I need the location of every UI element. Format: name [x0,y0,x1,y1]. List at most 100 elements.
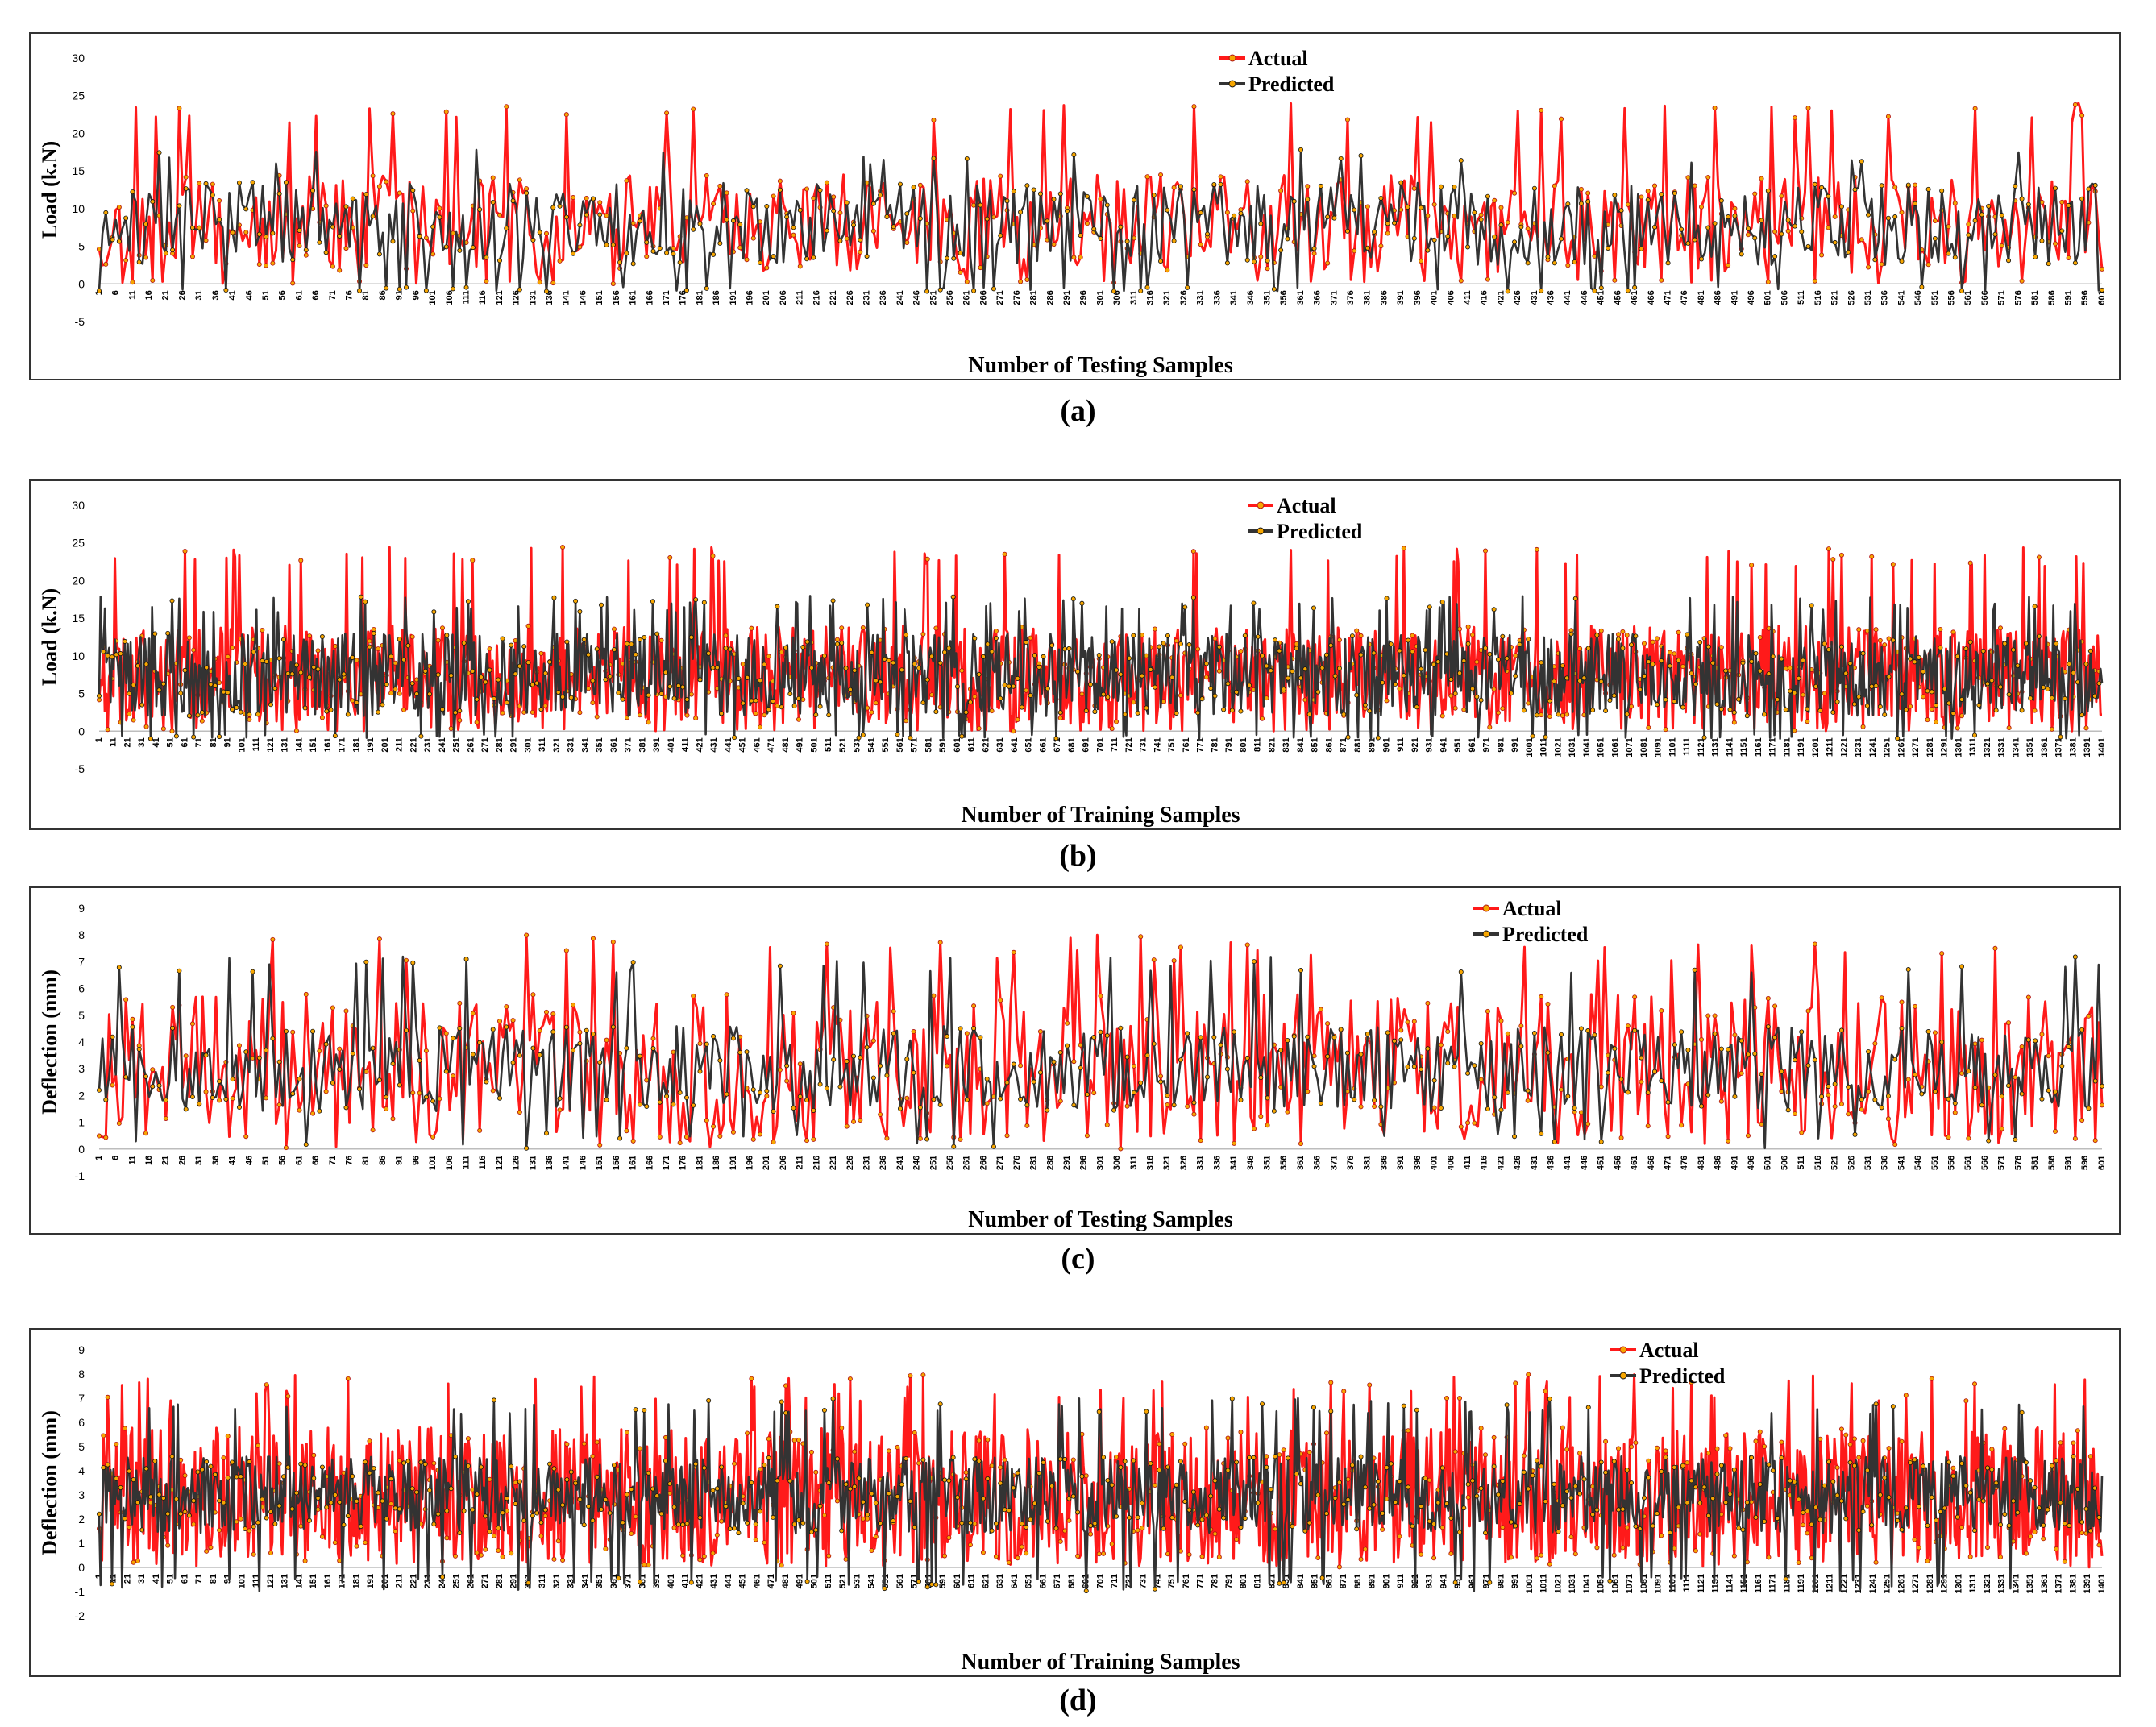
data-point-predicted [195,712,201,718]
data-point-actual [732,1461,737,1467]
data-point-actual [390,1116,396,1122]
data-point-actual [517,177,522,183]
data-point-predicted [212,683,218,688]
data-point-predicted [1846,1084,1851,1090]
data-point-actual [2053,241,2058,247]
x-tick-label: 1331 [1997,1574,2007,1593]
data-point-predicted [1606,1070,1611,1076]
x-tick-label: 281 [495,1574,505,1588]
data-point-predicted [1354,692,1360,698]
data-point-predicted [1391,1038,1397,1044]
data-point-actual [1419,259,1424,264]
data-point-predicted [1088,682,1094,687]
data-point-predicted [1406,637,1411,643]
data-point-predicted [758,678,763,683]
data-point-predicted [1358,153,1364,159]
data-point-actual [189,1021,195,1027]
data-point-actual [847,1376,853,1382]
x-tick-label: 1211 [1826,737,1835,757]
data-point-actual [1401,546,1406,551]
data-point-actual [1892,185,1898,190]
data-point-predicted [1765,188,1771,193]
data-point-actual [370,1127,376,1133]
data-point-predicted [186,1513,192,1518]
x-tick-label: 231 [423,737,433,752]
data-point-actual [1859,1106,1864,1112]
data-point-predicted [775,604,780,609]
data-point-actual [487,646,492,652]
data-point-predicted [1611,1459,1617,1464]
data-point-predicted [1952,255,1958,260]
data-point-actual [590,936,596,941]
data-point-predicted [590,1032,596,1037]
data-point-predicted [607,1510,613,1516]
data-point-predicted [1406,1484,1411,1490]
data-point-predicted [2015,1509,2021,1515]
data-point-predicted [221,1500,226,1505]
data-point-actual [423,235,429,241]
data-point-actual [384,1106,389,1111]
data-point-actual [1071,255,1077,260]
data-point-predicted [797,1094,803,1099]
data-point-predicted [251,1524,256,1530]
x-tick-label: 16 [144,290,154,300]
data-point-predicted [753,1522,758,1527]
data-point-predicted [199,1467,205,1472]
x-tick-label: 281 [1029,290,1039,305]
data-point-predicted [629,641,634,647]
x-tick-label: 61 [294,1156,304,1165]
data-point-predicted [873,1500,879,1505]
data-point-actual [1731,1553,1737,1559]
data-point-predicted [1908,656,1913,662]
data-point-predicted [1659,658,1664,664]
data-point-actual [431,1460,437,1466]
data-point-actual [437,1096,442,1102]
data-point-actual [490,175,496,181]
data-point-predicted [1572,596,1578,601]
data-point-predicted [1325,214,1331,220]
data-point-predicted [1892,214,1898,220]
data-point-predicted [1311,605,1316,611]
data-point-actual [1212,636,1218,641]
data-point-predicted [1423,1476,1428,1481]
x-tick-label: 36 [211,1156,221,1165]
data-point-predicted [1598,1459,1604,1465]
data-point-predicted [1672,1464,1677,1470]
data-point-actual [1365,204,1370,210]
data-point-actual [1908,704,1913,709]
data-point-predicted [163,1098,168,1103]
data-point-actual [1838,552,1844,558]
data-point-predicted [1757,668,1763,674]
data-point-predicted [1211,1035,1217,1040]
data-point-predicted [1323,652,1329,658]
data-point-predicted [1311,1405,1316,1410]
data-point-predicted [376,1490,381,1496]
x-tick-label: 566 [1980,290,1990,305]
data-point-predicted [1157,1468,1162,1473]
data-point-predicted [1298,968,1304,974]
x-tick-label: 66 [311,1156,321,1165]
x-tick-label: 961 [1468,1574,1477,1588]
data-point-actual [483,1546,488,1552]
series-line-actual [98,1373,2104,1569]
x-tick-label: 121 [266,737,276,752]
x-axis-label: Number of Training Samples [961,803,1240,828]
data-point-predicted [972,1456,978,1462]
data-point-actual [1712,105,1718,110]
data-point-actual [630,1138,636,1144]
data-point-predicted [491,1397,496,1403]
data-point-predicted [1955,1514,1960,1520]
data-point-actual [1015,1555,1020,1561]
data-point-predicted [1127,1515,1132,1521]
data-point-predicted [637,1053,642,1059]
data-point-actual [1929,707,1934,712]
data-point-actual [1372,1104,1377,1110]
data-point-predicted [1182,1499,1188,1505]
x-tick-label: 461 [752,1574,762,1588]
data-point-predicted [1851,701,1857,707]
data-point-predicted [1232,213,1237,218]
data-point-predicted [2053,185,2058,191]
data-point-predicted [1135,710,1140,716]
data-point-actual [243,230,249,235]
x-tick-label: 481 [1697,1156,1706,1170]
